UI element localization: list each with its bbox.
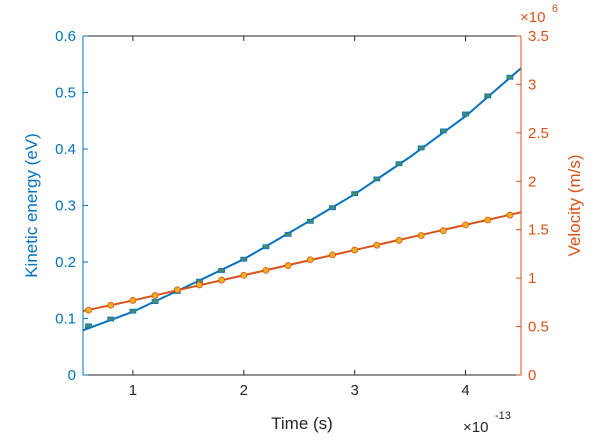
data-point-energy <box>306 218 314 224</box>
left-tick-label: 0.6 <box>55 28 76 45</box>
data-point-velocity <box>240 271 248 279</box>
data-point-energy <box>129 308 137 314</box>
right-tick-label: 2 <box>528 173 536 190</box>
data-point-velocity <box>151 292 159 299</box>
x-exponent-label: ×10 -13 <box>463 410 511 436</box>
x-tick-label: 3 <box>350 382 358 399</box>
right-tick-label: 0 <box>528 367 536 384</box>
left-tick-label: 0 <box>68 367 76 384</box>
left-tick-label: 0.2 <box>55 254 76 271</box>
data-point-velocity <box>129 297 137 304</box>
right-tick-label: 0.5 <box>528 319 549 336</box>
data-point-energy <box>284 231 292 237</box>
data-point-velocity <box>85 306 92 314</box>
data-point-velocity <box>373 241 381 249</box>
right-exponent-label: ×10 6 <box>520 3 558 26</box>
x-exponent-power: -13 <box>495 410 511 422</box>
data-point-energy <box>329 205 336 211</box>
right-exponent-power: 6 <box>552 3 558 15</box>
left-tick-label: 0.4 <box>55 141 76 158</box>
x-tick-label: 4 <box>461 382 469 399</box>
data-point-energy <box>484 93 492 99</box>
right-tick-label: 2.5 <box>528 125 549 142</box>
data-point-velocity <box>218 276 226 284</box>
right-tick-label: 3.5 <box>528 28 549 45</box>
data-point-energy <box>151 299 159 304</box>
data-point-energy <box>107 316 115 322</box>
data-point-energy <box>506 74 514 80</box>
x-tick-label: 1 <box>129 382 137 399</box>
data-point-velocity <box>173 286 181 294</box>
data-point-energy <box>218 268 226 273</box>
data-point-velocity <box>306 256 314 264</box>
data-point-energy <box>240 256 248 262</box>
axes-layer: 1 2 3 4 0 0.1 0.2 0.3 0.4 0.5 0.6 0 0.5 1 1.5 2 2.5 3 3.5 <box>55 28 549 399</box>
data-point-energy <box>85 323 92 329</box>
right-tick-label: 3 <box>528 76 536 93</box>
data-point-energy <box>373 176 381 182</box>
data-point-velocity <box>462 221 469 229</box>
data-point-velocity <box>439 227 447 235</box>
series-layer <box>82 67 522 332</box>
x-tick-label: 2 <box>240 382 248 399</box>
data-point-velocity <box>395 236 403 244</box>
data-point-energy <box>262 244 270 250</box>
data-point-velocity <box>262 266 270 274</box>
data-point-velocity <box>329 251 336 259</box>
series-line-right <box>82 211 522 313</box>
data-point-velocity <box>196 281 203 289</box>
data-point-energy <box>351 191 359 197</box>
right-axis-title: Velocity (m/s) <box>565 154 584 256</box>
plot-area <box>83 36 521 375</box>
data-point-velocity <box>506 211 514 219</box>
x-exponent-base: ×10 <box>463 419 488 436</box>
left-tick-label: 0.5 <box>55 85 76 102</box>
right-tick-label: 1.5 <box>528 222 549 239</box>
left-tick-label: 0.3 <box>55 198 76 215</box>
left-axis-title: Kinetic energy (eV) <box>22 133 41 278</box>
data-point-energy <box>417 145 425 151</box>
right-exponent-base: ×10 <box>520 9 545 26</box>
left-tick-label: 0.1 <box>55 311 76 328</box>
data-point-velocity <box>107 301 115 309</box>
data-point-velocity <box>351 246 359 254</box>
data-point-velocity <box>484 216 492 224</box>
x-axis-title: Time (s) <box>271 414 333 433</box>
data-point-velocity <box>417 232 425 239</box>
data-point-energy <box>462 111 469 117</box>
data-point-velocity <box>284 262 292 269</box>
series-line-left <box>82 67 522 332</box>
data-point-energy <box>439 128 447 134</box>
plot-background <box>83 36 521 375</box>
data-point-energy <box>395 161 403 167</box>
right-tick-label: 1 <box>528 270 536 287</box>
